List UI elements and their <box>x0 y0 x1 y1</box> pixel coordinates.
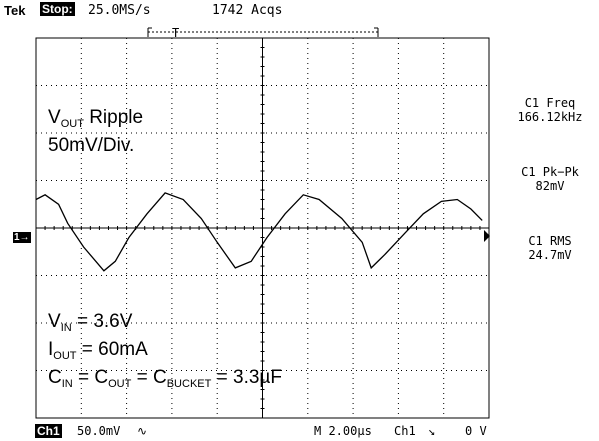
measurement-value: 24.7mV <box>528 248 572 262</box>
volts-per-div: 50.0mV <box>77 424 121 438</box>
measurement-label: C1 Freq <box>524 96 576 110</box>
measurement-freq: C1 Freq 166.12kHz <box>507 96 593 124</box>
ripple-trace <box>35 192 483 272</box>
measurement-label: C1 Pk−Pk <box>521 165 579 179</box>
timebase: M 2.00µs <box>314 424 372 438</box>
trigger-source: Ch1 <box>394 424 416 438</box>
measurement-pkpk: C1 Pk−Pk 82mV <box>507 165 593 193</box>
trigger-marker-label: T <box>172 26 179 40</box>
trigger-slope-icon: ↘ <box>428 424 436 438</box>
vin-label: VIN = 3.6V <box>48 311 133 334</box>
trigger-level-arrow <box>484 230 490 242</box>
capacitance-label: CIN = COUT = CBUCKET = 3.3µF <box>48 367 282 390</box>
channel-1-marker: 1→ <box>13 232 31 243</box>
iout-label: IOUT = 60mA <box>48 339 148 362</box>
sample-rate: 25.0MS/s <box>88 3 151 18</box>
channel-badge: Ch1 <box>35 424 62 438</box>
run-state-badge: Stop: <box>40 2 75 16</box>
scale-label: 50mV/Div. <box>48 135 135 156</box>
bandwidth-icon: ∿ <box>137 424 148 438</box>
measurement-value: 82mV <box>535 179 565 193</box>
trigger-level: 0 V <box>465 424 487 438</box>
measurement-label: C1 RMS <box>528 234 572 248</box>
graticule <box>35 37 490 419</box>
ripple-label: VOUT Ripple <box>48 107 144 130</box>
trigger-position-bracket: T <box>147 26 379 40</box>
acquisition-count: 1742 Acqs <box>212 3 283 18</box>
measurement-rms: C1 RMS 24.7mV <box>507 234 593 262</box>
measurement-value: 166.12kHz <box>517 110 583 124</box>
brand-label: Tek <box>4 3 26 18</box>
